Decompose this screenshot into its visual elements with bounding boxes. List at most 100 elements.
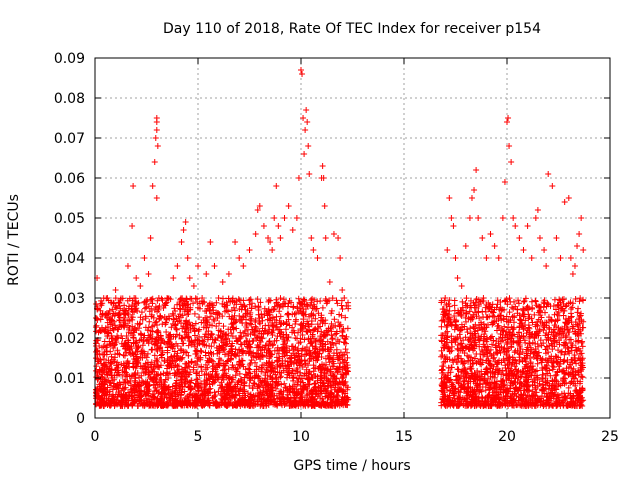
scatter-point [301, 384, 308, 391]
scatter-point [243, 316, 250, 323]
scatter-point [215, 310, 222, 317]
scatter-point [439, 367, 446, 374]
scatter-point [154, 329, 161, 336]
scatter-point [210, 365, 217, 372]
scatter-point [101, 338, 108, 345]
scatter-point [485, 402, 492, 409]
scatter-point [577, 402, 584, 409]
scatter-point [342, 336, 349, 343]
scatter-point [573, 360, 580, 367]
scatter-point [287, 359, 294, 366]
scatter-point [506, 295, 513, 302]
scatter-point [523, 346, 530, 353]
scatter-point [272, 385, 279, 392]
scatter-point [187, 306, 194, 313]
scatter-point [463, 388, 470, 395]
scatter-point [268, 359, 275, 366]
scatter-point [492, 358, 499, 365]
scatter-point [487, 361, 494, 368]
scatter-point [250, 337, 257, 344]
scatter-point [197, 356, 204, 363]
scatter-point [245, 365, 252, 372]
scatter-point [312, 325, 319, 332]
scatter-point [266, 311, 273, 318]
scatter-point [470, 323, 477, 330]
scatter-point [288, 401, 295, 408]
scatter-point [317, 323, 324, 330]
scatter-point [511, 371, 518, 378]
scatter-point [500, 356, 507, 363]
scatter-point [298, 397, 305, 404]
scatter-point [512, 303, 519, 310]
scatter-point [316, 363, 323, 370]
scatter-point [484, 336, 491, 343]
scatter-point [213, 370, 220, 377]
scatter-point [292, 321, 299, 328]
scatter-point [539, 371, 546, 378]
scatter-point [199, 391, 206, 398]
scatter-point [575, 395, 582, 402]
scatter-point [516, 358, 523, 365]
scatter-point [243, 322, 250, 329]
scatter-point [282, 362, 289, 369]
scatter-point [235, 296, 242, 303]
scatter-point [467, 341, 474, 348]
scatter-point [341, 339, 348, 346]
scatter-point [192, 295, 199, 302]
scatter-point [284, 310, 291, 317]
scatter-point [319, 340, 326, 347]
scatter-point [459, 298, 466, 305]
scatter-point [543, 343, 550, 350]
scatter-point [513, 366, 520, 373]
scatter-point [273, 323, 280, 330]
scatter-point [248, 357, 255, 364]
scatter-point [569, 398, 576, 405]
scatter-point [531, 311, 538, 318]
scatter-point [258, 310, 265, 317]
scatter-point [546, 326, 553, 333]
scatter-point [265, 296, 272, 303]
scatter-point [533, 302, 540, 309]
scatter-point [225, 366, 232, 373]
scatter-point [475, 333, 482, 340]
scatter-point [499, 306, 506, 313]
scatter-point [291, 346, 298, 353]
scatter-point [197, 347, 204, 354]
scatter-point [145, 367, 152, 374]
scatter-point [266, 338, 273, 345]
scatter-point [570, 371, 577, 378]
scatter-point [268, 367, 275, 374]
scatter-point [151, 352, 158, 359]
scatter-point [259, 365, 266, 372]
scatter-point [446, 297, 453, 304]
scatter-point [291, 352, 298, 359]
scatter-point [194, 298, 201, 305]
scatter-point [523, 330, 530, 337]
scatter-point [310, 301, 317, 308]
scatter-point [93, 367, 100, 374]
scatter-point [181, 388, 188, 395]
scatter-point [247, 396, 254, 403]
scatter-point [183, 325, 190, 332]
scatter-point [539, 393, 546, 400]
scatter-point [115, 334, 122, 341]
scatter-point [178, 335, 185, 342]
scatter-point [508, 399, 515, 406]
scatter-point [174, 342, 181, 349]
scatter-point [156, 382, 163, 389]
scatter-point [241, 382, 248, 389]
scatter-point [321, 400, 328, 407]
scatter-point [159, 297, 166, 304]
scatter-point [337, 360, 344, 367]
scatter-point [486, 392, 493, 399]
scatter-point [256, 318, 263, 325]
scatter-point [476, 324, 483, 331]
scatter-point [484, 369, 491, 376]
scatter-point [520, 305, 527, 312]
scatter-point [298, 348, 305, 355]
scatter-point [550, 364, 557, 371]
scatter-point [194, 376, 201, 383]
scatter-point [455, 393, 462, 400]
scatter-point [471, 304, 478, 311]
scatter-point [516, 351, 523, 358]
